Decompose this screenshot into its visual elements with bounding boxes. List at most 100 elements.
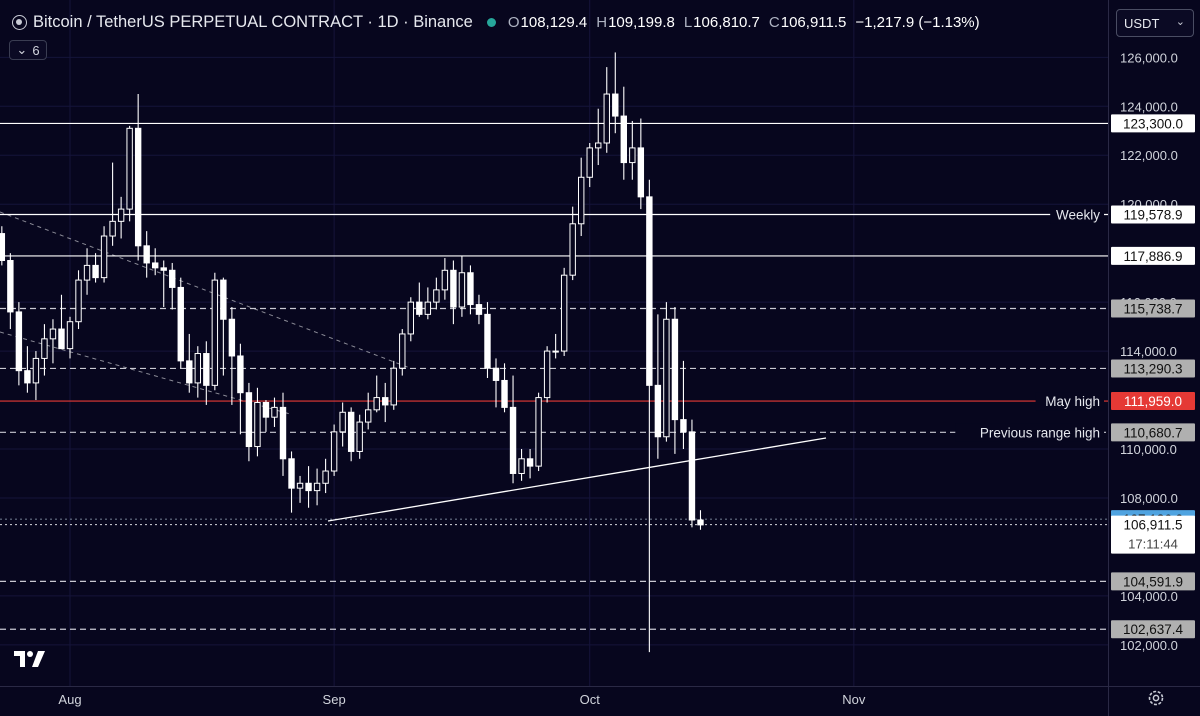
price-axis-tick: 126,000.0 [1120, 50, 1178, 65]
candle [569, 206, 576, 281]
candle [390, 360, 397, 410]
candle [254, 387, 261, 457]
candle-body-up [603, 93, 610, 144]
candle [407, 297, 415, 342]
tradingview-logo-icon [14, 651, 45, 667]
candle-body-down [279, 406, 287, 460]
candle [612, 52, 619, 134]
candle [220, 277, 227, 376]
support-trendline [327, 437, 827, 522]
candle [663, 302, 670, 442]
candle [237, 343, 244, 435]
level-price-label: 110,680.7 [1123, 425, 1182, 440]
symbol-title[interactable]: Bitcoin / TetherUS PERPETUAL CONTRACT · … [33, 12, 473, 31]
candle-body-down [347, 411, 355, 452]
candle [595, 108, 602, 166]
candle [518, 449, 525, 481]
level-price-box [1111, 423, 1195, 442]
candle [109, 162, 116, 246]
level-price-box [1111, 205, 1195, 224]
price-axis-tick: 124,000.0 [1120, 99, 1178, 114]
candle [186, 333, 193, 393]
level-price-box [1111, 246, 1195, 265]
level-price-label: 104,591.9 [1123, 574, 1183, 589]
settings-gear-icon[interactable] [1147, 689, 1165, 707]
candle [441, 258, 449, 300]
candle-body-down [237, 355, 244, 394]
candle [228, 307, 236, 405]
candle [117, 196, 125, 239]
candle-body-down [220, 279, 227, 320]
candle-body-up [365, 409, 372, 423]
candle-body-down [654, 384, 662, 438]
candle [680, 360, 687, 449]
candle [654, 314, 662, 459]
level-tag-bg [1035, 392, 1104, 411]
candle-body-up [373, 397, 380, 411]
candle-body-up [458, 272, 466, 308]
candle-body-down [688, 431, 696, 521]
candle [160, 260, 167, 308]
level-price-label: 119,578.9 [1123, 208, 1182, 223]
candle [560, 267, 568, 356]
candle [578, 157, 585, 237]
candle-body-up [586, 147, 593, 178]
candle [245, 382, 253, 462]
time-axis-label: Sep [323, 692, 346, 707]
trendline-lower-dashed [0, 331, 291, 415]
candle [620, 86, 627, 180]
candle [671, 307, 679, 454]
candle-body-down [262, 401, 270, 418]
candle-body-up [194, 353, 202, 384]
candle [646, 179, 653, 653]
currency-select[interactable]: USDT ⌄ [1116, 9, 1194, 37]
candle-body-down [680, 419, 687, 433]
candle-body-up [629, 147, 636, 164]
current-price-label: 106,911.5 [1123, 518, 1182, 533]
candle-body-down [152, 262, 159, 269]
candle [484, 302, 491, 379]
level-price-label: 123,300.0 [1123, 116, 1183, 131]
candle [697, 510, 704, 530]
candle [501, 363, 508, 413]
candle [382, 382, 389, 423]
candle-body-up [356, 421, 363, 452]
price-axis-tick: 108,000.0 [1120, 491, 1178, 506]
candle [169, 262, 176, 310]
candle-body-up [83, 264, 91, 281]
candle [152, 248, 159, 276]
candle [322, 458, 329, 494]
candle [279, 392, 287, 476]
level-price-box [1111, 620, 1195, 639]
candle-body-down [509, 406, 517, 474]
candle [637, 118, 645, 210]
candle-body-up [663, 318, 670, 438]
candle [66, 316, 74, 359]
candle-body-down [203, 353, 210, 386]
candle-body-up [271, 406, 278, 418]
level-price-label: 115,738.7 [1123, 302, 1182, 317]
candle-body-up [117, 208, 125, 222]
candle-body-down [416, 301, 423, 315]
candle [603, 67, 610, 153]
chevron-down-icon: ⌄ [1175, 16, 1185, 28]
candle-body-up [322, 470, 329, 484]
candle-body-down [143, 245, 150, 264]
candle-body-down [245, 392, 253, 448]
candle-body-up [390, 367, 397, 406]
level-tag: May high [1045, 394, 1100, 409]
candle [552, 333, 559, 359]
candle-body-down [450, 269, 457, 308]
candle-body-down [169, 269, 176, 288]
level-price-box [1111, 572, 1195, 591]
candle [100, 226, 108, 283]
indicators-toggle-button[interactable]: ⌄ 6 [9, 40, 47, 60]
candle-body-up [399, 333, 406, 369]
ohlc-low: L106,810.7 [683, 13, 760, 31]
candle [509, 375, 517, 484]
price-axis-tick: 110,000.0 [1120, 442, 1177, 457]
candle [586, 143, 593, 188]
candle [330, 424, 338, 476]
